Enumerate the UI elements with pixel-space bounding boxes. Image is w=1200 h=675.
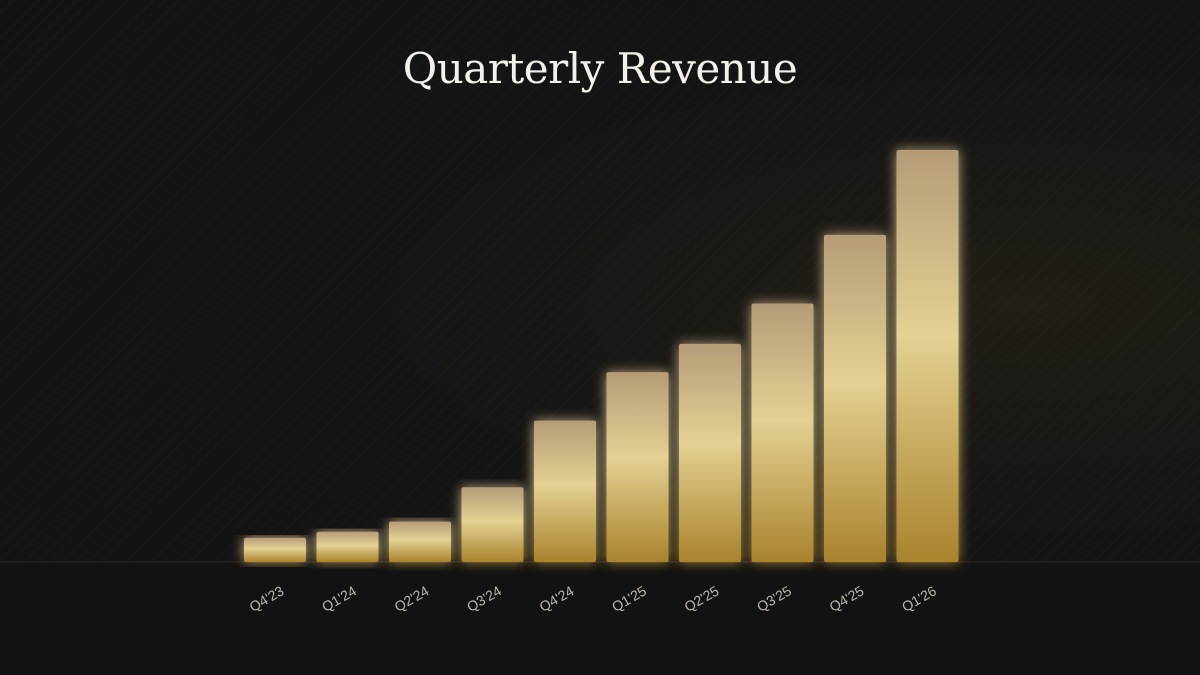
baseline-band (0, 562, 1200, 675)
bar (389, 521, 451, 562)
bar (461, 487, 524, 562)
bars-group (244, 150, 959, 562)
bar (244, 537, 306, 562)
bar (751, 303, 814, 562)
x-tick-label: Q3'24 (464, 582, 504, 614)
bar (824, 234, 886, 562)
x-tick-label: Q1'25 (609, 582, 649, 614)
bar (606, 372, 669, 562)
x-tick-label: Q3'25 (754, 582, 794, 614)
bar (316, 531, 379, 562)
x-tick-label: Q2'24 (392, 582, 432, 614)
x-tick-label: Q1'24 (319, 582, 359, 614)
bar (534, 420, 596, 562)
x-tick-label: Q4'25 (827, 582, 867, 614)
x-tick-label: Q4'23 (247, 582, 287, 614)
bar (896, 150, 959, 562)
x-tick-label: Q1'26 (899, 582, 939, 614)
tick-labels-group: Q4'23 Q1'24 Q2'24 Q3'24 Q4'24 Q1'25 Q2'25 Q3'25… (247, 582, 940, 614)
x-tick-label: Q2'25 (682, 582, 722, 614)
x-tick-label: Q4'24 (537, 582, 577, 614)
chart-title: Quarterly Revenue (402, 44, 798, 93)
bar (679, 343, 741, 562)
